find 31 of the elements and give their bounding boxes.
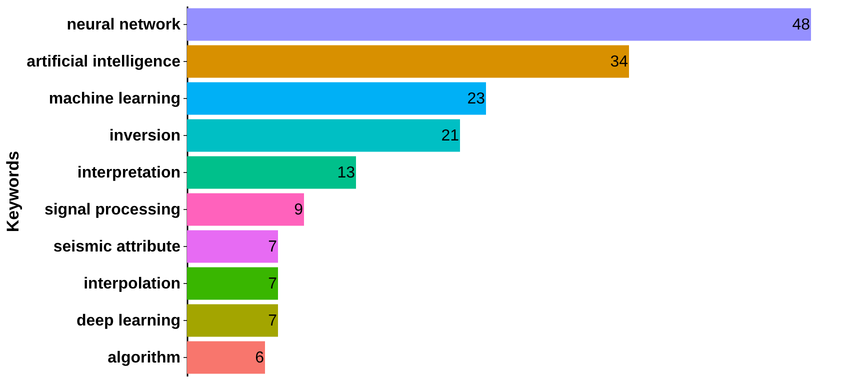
bar: [187, 119, 460, 152]
bar: [187, 230, 278, 263]
y-tick-label: deep learning: [76, 312, 180, 330]
bar: [187, 45, 629, 78]
y-tick-label: artificial intelligence: [26, 54, 181, 70]
data-label: 23: [467, 90, 486, 108]
bar: [187, 82, 486, 115]
bar: [187, 304, 278, 337]
data-label: 6: [255, 350, 264, 366]
data-label: 7: [268, 238, 278, 256]
data-label: 13: [337, 164, 356, 182]
data-label: 21: [441, 128, 460, 144]
y-tick-label: interpretation: [77, 164, 180, 182]
data-label: 7: [268, 312, 278, 330]
bar: [187, 156, 356, 189]
data-label: 34: [610, 54, 628, 70]
y-tick-label: interpolation: [84, 276, 180, 292]
bar: [187, 267, 278, 300]
y-tick-label: signal processing: [44, 202, 180, 218]
y-tick-label: machine learning: [48, 90, 180, 108]
y-tick-label: algorithm: [108, 350, 180, 366]
bar: [187, 8, 811, 41]
data-label: 48: [792, 16, 810, 34]
y-tick-label: seismic attribute: [53, 238, 181, 256]
y-axis-title: Keywords: [4, 150, 23, 232]
bar: [187, 341, 265, 374]
data-label: 9: [294, 202, 304, 218]
bar: [187, 193, 304, 226]
data-label: 7: [268, 276, 278, 292]
y-tick-label: inversion: [109, 128, 180, 144]
y-tick-label: neural network: [66, 16, 181, 34]
